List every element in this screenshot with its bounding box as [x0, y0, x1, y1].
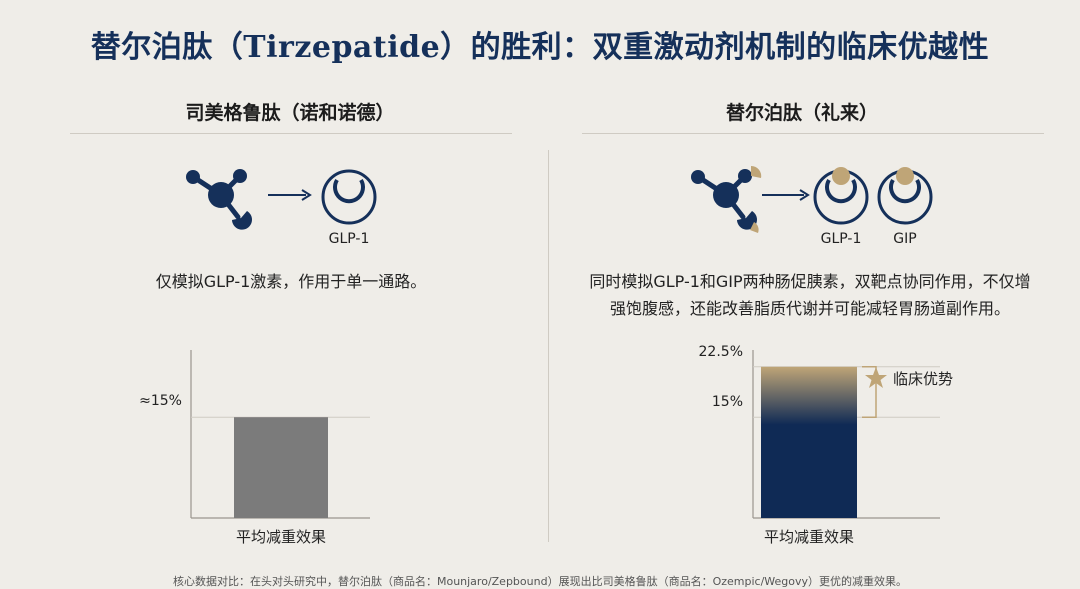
bar-semaglutide — [234, 417, 328, 518]
right-panel-heading: 替尔泊肽（礼来） — [725, 102, 878, 124]
advantage-bracket — [862, 366, 877, 418]
left-category-label: 平均减重效果 — [235, 528, 326, 546]
panel-divider — [548, 150, 549, 542]
right-heading-rule — [582, 133, 1044, 134]
advantage-label: 临床优势 — [893, 370, 954, 388]
receptor-icon — [877, 167, 933, 225]
right-description-line-2: 强饱腹感，还能改善脂质代谢并可能减轻胃肠道副作用。 — [609, 299, 1010, 318]
bar-tirzepatide — [761, 366, 857, 518]
receptor-label-gip: GIP — [893, 231, 917, 247]
left-panel-heading: 司美格鲁肽（诺和诺德） — [185, 102, 395, 124]
arrow-icon — [762, 189, 810, 201]
molecule-icon — [691, 165, 762, 233]
left-bar-chart — [190, 350, 370, 519]
left-description: 仅模拟GLP-1激素，作用于单一通路。 — [155, 272, 427, 291]
right-description-line-1: 同时模拟GLP-1和GIP两种肠促胰素，双靶点协同作用，不仅增 — [589, 272, 1031, 291]
right-tick-label-top: 22.5% — [698, 344, 743, 360]
star-icon — [865, 367, 887, 388]
molecule-icon — [186, 169, 252, 230]
receptor-label-glp1: GLP-1 — [820, 231, 862, 247]
left-tick-label: ≈15% — [139, 393, 182, 409]
right-category-label: 平均减重效果 — [763, 528, 854, 546]
right-bar-chart — [752, 350, 940, 519]
receptor-label-glp1: GLP-1 — [328, 231, 370, 247]
page-title: 替尔泊肽（Tirzepatide）的胜利：双重激动剂机制的临床优越性 — [90, 30, 990, 65]
left-heading-rule — [70, 133, 512, 134]
footnote: 核心数据对比：在头对头研究中，替尔泊肽（商品名：Mounjaro/Zepboun… — [172, 575, 908, 588]
receptor-icon — [813, 167, 869, 225]
arrow-icon — [268, 189, 312, 201]
right-tick-label-base: 15% — [711, 394, 743, 410]
receptor-icon — [321, 169, 377, 225]
